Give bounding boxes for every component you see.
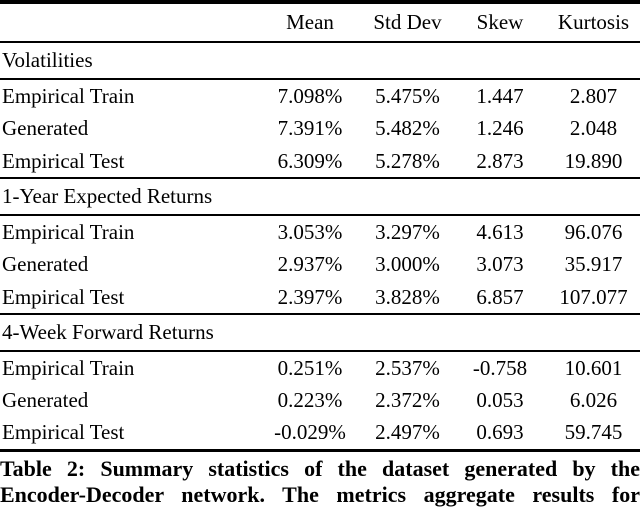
table-caption: Table 2: Summary statistics of the datas… [0, 456, 640, 508]
summary-stats-table: Mean Std Dev Skew Kurtosis Volatilities … [0, 0, 640, 452]
section-header-1yr-expected-returns: 1-Year Expected Returns [0, 178, 640, 215]
cell-kurtosis: 107.077 [559, 284, 628, 309]
cell-kurtosis: 96.076 [564, 219, 623, 244]
row-label: Empirical Train [2, 355, 135, 380]
cell-kurtosis: 10.601 [564, 355, 623, 380]
cell-skew: 0.693 [476, 420, 524, 445]
cell-stddev: 5.475% [375, 83, 440, 108]
cell-stddev: 3.297% [375, 219, 440, 244]
section-title: 4-Week Forward Returns [2, 320, 214, 344]
row-label: Empirical Test [2, 148, 125, 173]
cell-skew: 1.447 [476, 83, 524, 108]
table-row: Empirical Train 3.053% 3.297% 4.613 96.0… [0, 215, 640, 248]
column-header-kurtosis: Kurtosis [557, 10, 630, 34]
table-row: Empirical Test 2.397% 3.828% 6.857 107.0… [0, 281, 640, 314]
cell-skew: 0.053 [476, 388, 524, 412]
cell-skew: 1.246 [476, 116, 524, 140]
column-header-skew: Skew [476, 10, 524, 34]
table-row: Empirical Train 7.098% 5.475% 1.447 2.80… [0, 79, 640, 112]
cell-mean: 2.397% [277, 284, 343, 309]
cell-kurtosis: 59.745 [564, 420, 623, 445]
cell-skew: 4.613 [476, 219, 524, 244]
row-label: Generated [2, 388, 89, 412]
cell-stddev: 2.372% [375, 388, 440, 412]
cell-stddev: 2.537% [375, 355, 440, 380]
cell-kurtosis: 19.890 [564, 148, 623, 173]
table-row: Empirical Test -0.029% 2.497% 0.693 59.7… [0, 417, 640, 450]
cell-mean: 7.098% [277, 83, 343, 108]
column-header-empty [0, 2, 258, 42]
cell-mean: 0.223% [277, 388, 343, 412]
table-row: Generated 2.937% 3.000% 3.073 35.917 [0, 248, 640, 281]
column-header-stddev: Std Dev [373, 10, 442, 34]
cell-mean: 2.937% [277, 252, 343, 276]
cell-mean: -0.029% [274, 420, 346, 445]
cell-stddev: 3.828% [375, 284, 440, 309]
cell-mean: 3.053% [277, 219, 343, 244]
section-header-volatilities: Volatilities [0, 42, 640, 79]
row-label: Empirical Train [2, 219, 135, 244]
row-label: Generated [2, 252, 89, 276]
cell-skew: -0.758 [472, 355, 528, 380]
row-label: Generated [2, 116, 89, 140]
row-label: Empirical Train [2, 83, 135, 108]
cell-stddev: 5.482% [375, 116, 440, 140]
column-header-mean: Mean [286, 10, 334, 34]
row-label: Empirical Test [2, 420, 125, 445]
cell-skew: 2.873 [476, 148, 524, 173]
column-header-row: Mean Std Dev Skew Kurtosis [0, 2, 640, 42]
section-title: 1-Year Expected Returns [2, 184, 213, 208]
cell-mean: 6.309% [277, 148, 343, 173]
cell-mean: 7.391% [277, 116, 343, 140]
table-row: Empirical Train 0.251% 2.537% -0.758 10.… [0, 351, 640, 384]
cell-stddev: 3.000% [375, 252, 440, 276]
table-row: Generated 0.223% 2.372% 0.053 6.026 [0, 384, 640, 417]
row-label: Empirical Test [2, 284, 125, 309]
table-row: Generated 7.391% 5.482% 1.246 2.048 [0, 112, 640, 145]
table-caption-line-2: Encoder-Decoder network. The metrics agg… [0, 481, 640, 507]
cell-skew: 6.857 [476, 284, 524, 309]
section-header-4wk-forward-returns: 4-Week Forward Returns [0, 314, 640, 351]
table-caption-line-1: Table 2: Summary statistics of the datas… [0, 455, 640, 481]
section-title: Volatilities [2, 48, 93, 72]
cell-kurtosis: 6.026 [569, 388, 618, 412]
table-row: Empirical Test 6.309% 5.278% 2.873 19.89… [0, 145, 640, 178]
cell-stddev: 5.278% [375, 148, 440, 173]
cell-skew: 3.073 [476, 252, 524, 276]
cell-kurtosis: 2.807 [569, 83, 618, 108]
cell-kurtosis: 2.048 [569, 116, 618, 140]
cell-mean: 0.251% [277, 355, 343, 380]
cell-kurtosis: 35.917 [564, 252, 623, 276]
cell-stddev: 2.497% [375, 420, 440, 445]
